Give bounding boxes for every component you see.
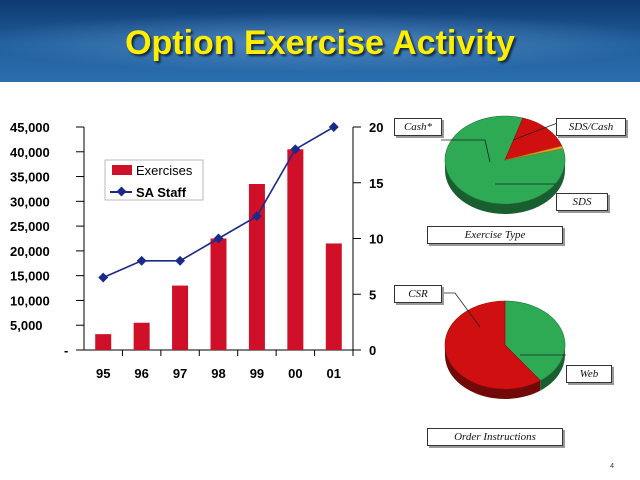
left-tick-label: 20,000	[10, 244, 50, 259]
pie-slice	[504, 145, 564, 161]
x-tick-label: 97	[173, 366, 187, 381]
left-tick-label: 30,000	[10, 194, 50, 209]
pie-slice	[504, 117, 563, 161]
exercises-bar	[325, 243, 342, 350]
sa-staff-point	[213, 233, 224, 244]
sa-staff-point	[328, 122, 339, 132]
left-tick-label: 15,000	[10, 269, 50, 284]
pie1-label-sds: SDS	[556, 193, 608, 211]
exercise-type-pie	[441, 115, 566, 214]
x-tick-label: 98	[211, 366, 225, 381]
exercises-bar	[210, 238, 227, 350]
left-tick-label: 10,000	[10, 293, 50, 308]
legend-sa-staff: SA Staff	[136, 185, 187, 200]
pie-leader-line	[441, 139, 491, 163]
x-tick-label: 96	[134, 366, 148, 381]
left-tick-label: 25,000	[10, 219, 50, 234]
left-tick-label: 35,000	[10, 170, 50, 185]
exercises-bar	[287, 149, 304, 350]
sa-staff-point	[290, 144, 301, 155]
right-tick-label: 10	[369, 232, 383, 247]
pie-leader-line	[512, 121, 561, 141]
x-tick-label: 99	[250, 366, 264, 381]
pie1-label-cash: Cash*	[394, 118, 442, 136]
exercises-bar	[172, 285, 189, 350]
order-instructions-pie	[441, 292, 566, 399]
pie-slice-side	[445, 160, 565, 214]
page-number: 4	[610, 463, 614, 470]
pie2-label-web: Web	[566, 365, 612, 383]
pie-leader-line	[441, 292, 481, 328]
exercises-bar	[133, 322, 150, 350]
right-tick-label: 0	[369, 343, 376, 358]
legend-exercises: Exercises	[136, 163, 193, 178]
banner-streak	[0, 12, 640, 72]
exercises-bar	[248, 183, 265, 350]
pie-slice	[504, 300, 566, 381]
x-tick-label: 00	[288, 366, 302, 381]
right-tick-label: 20	[369, 120, 383, 135]
x-tick-label: 95	[96, 366, 110, 381]
left-tick-label: 45,000	[10, 120, 50, 135]
sa-staff-point	[98, 272, 109, 283]
pie2-label-csr: CSR	[394, 285, 442, 303]
exercise-combo-chart: Exercises SA Staff 45,000 40,000 35,000 30,…	[10, 120, 383, 381]
x-tick-label: 01	[327, 366, 341, 381]
pie-slice-side	[445, 345, 541, 399]
sa-staff-point	[175, 255, 186, 266]
left-tick-label: -	[64, 343, 68, 358]
left-tick-label: 40,000	[10, 145, 50, 160]
exercises-bar	[95, 334, 112, 350]
sa-staff-point	[136, 255, 147, 266]
left-tick-label: 5,000	[10, 318, 43, 333]
right-tick-label: 5	[369, 287, 376, 302]
pie2-title: Order Instructions	[427, 428, 563, 446]
right-tick-label: 15	[369, 176, 383, 191]
legend-bar-swatch	[112, 165, 132, 175]
legend-line-marker	[116, 186, 127, 197]
pie1-label-sds-cash: SDS/Cash	[556, 118, 626, 136]
pie-slice-side	[540, 345, 565, 391]
page-title: Option Exercise Activity	[125, 24, 515, 62]
title-banner	[0, 0, 640, 82]
pie1-title: Exercise Type	[427, 226, 563, 244]
pie-slice	[444, 300, 541, 390]
